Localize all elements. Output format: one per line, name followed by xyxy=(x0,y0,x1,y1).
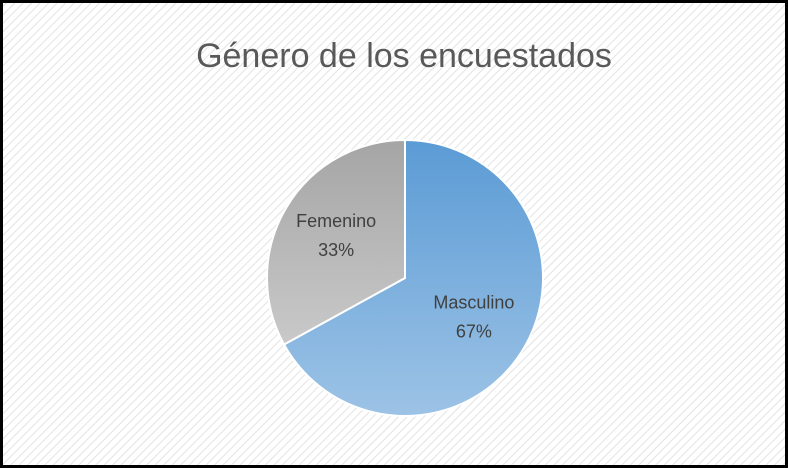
chart-title: Género de los encuestados xyxy=(196,37,612,75)
pie-slice xyxy=(266,138,406,346)
slice-value-label: 33% xyxy=(318,240,354,260)
slice-label: Femenino xyxy=(296,211,376,231)
slice-label: Masculino xyxy=(433,292,514,312)
slice-value-label: 67% xyxy=(456,321,492,341)
pie-slice xyxy=(282,138,544,417)
